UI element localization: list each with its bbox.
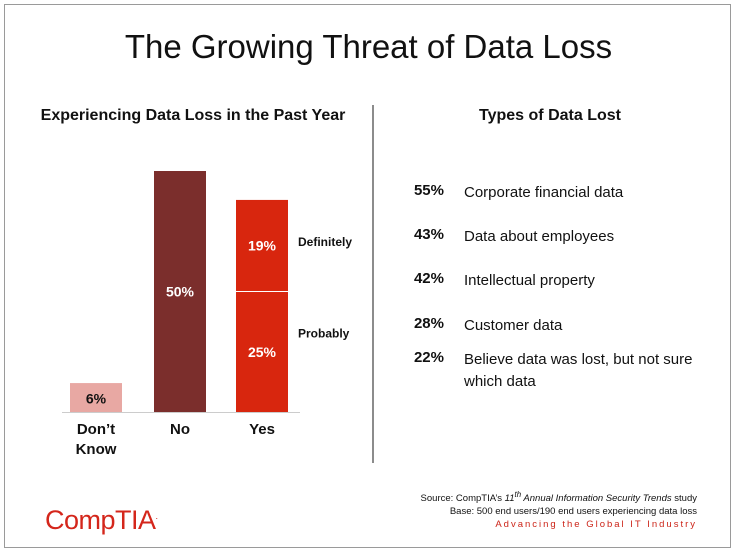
source-ordinal: 11: [504, 493, 515, 505]
tagline: Advancing the Global IT Industry: [495, 519, 697, 531]
source-base: Base: 500 end users/190 end users experi…: [449, 506, 697, 518]
types-heading: Types of Data Lost: [479, 107, 621, 124]
slide-title: The Growing Threat of Data Loss: [124, 28, 613, 65]
slide-frame: [4, 4, 731, 548]
chart-heading: Experiencing Data Loss in the Past Year: [40, 107, 346, 124]
segment-name-label: Probably: [298, 327, 350, 341]
types-list-item: 43% Data about employees: [404, 226, 704, 248]
data-label: 19%: [248, 238, 277, 254]
category-label: Don’t: [77, 421, 115, 438]
source-note: Source: CompTIA’s 11th Annual Informatio…: [421, 488, 697, 531]
logo-mark: .: [155, 511, 159, 521]
types-list-item: 22% Believe data was lost, but not sure …: [404, 349, 704, 393]
type-label: Believe data was lost, but not sure whic…: [464, 351, 693, 390]
bar-segment: [154, 171, 206, 412]
type-percent: 42%: [413, 270, 444, 287]
bar-segment: [236, 199, 288, 292]
data-label: 6%: [86, 391, 107, 407]
type-label: Corporate financial data: [464, 184, 624, 201]
type-label: Intellectual property: [464, 272, 595, 289]
comptia-logo: CompTIA.: [45, 505, 158, 536]
category-label: Yes: [249, 421, 275, 438]
type-label: Customer data: [464, 317, 563, 334]
types-list-item: 55% Corporate financial data: [404, 182, 704, 204]
types-list-item: 42% Intellectual property: [404, 270, 704, 292]
source-prefix: Source: CompTIA’s: [420, 493, 505, 505]
segment-name-label: Definitely: [298, 235, 352, 249]
bar-segment: [70, 383, 122, 412]
type-label: Data about employees: [464, 228, 615, 245]
source-suffix: study: [671, 493, 697, 505]
data-label: 25%: [248, 344, 277, 360]
type-percent: 22%: [413, 349, 444, 366]
source-study: Annual Information Security Trends: [521, 493, 672, 505]
source-citation: Source: CompTIA’s 11th Annual Informatio…: [421, 488, 697, 505]
bar-segment: [236, 291, 288, 412]
data-label: 50%: [166, 284, 195, 300]
types-list-item: 28% Customer data: [404, 315, 704, 337]
source-ordinal-suffix: th: [514, 490, 522, 499]
section-divider: [372, 105, 374, 463]
logo-text: CompTIA: [45, 505, 156, 535]
category-label: Know: [76, 441, 117, 458]
type-percent: 28%: [413, 315, 444, 332]
type-percent: 55%: [413, 182, 444, 199]
type-percent: 43%: [413, 226, 444, 243]
category-label: No: [170, 421, 190, 438]
